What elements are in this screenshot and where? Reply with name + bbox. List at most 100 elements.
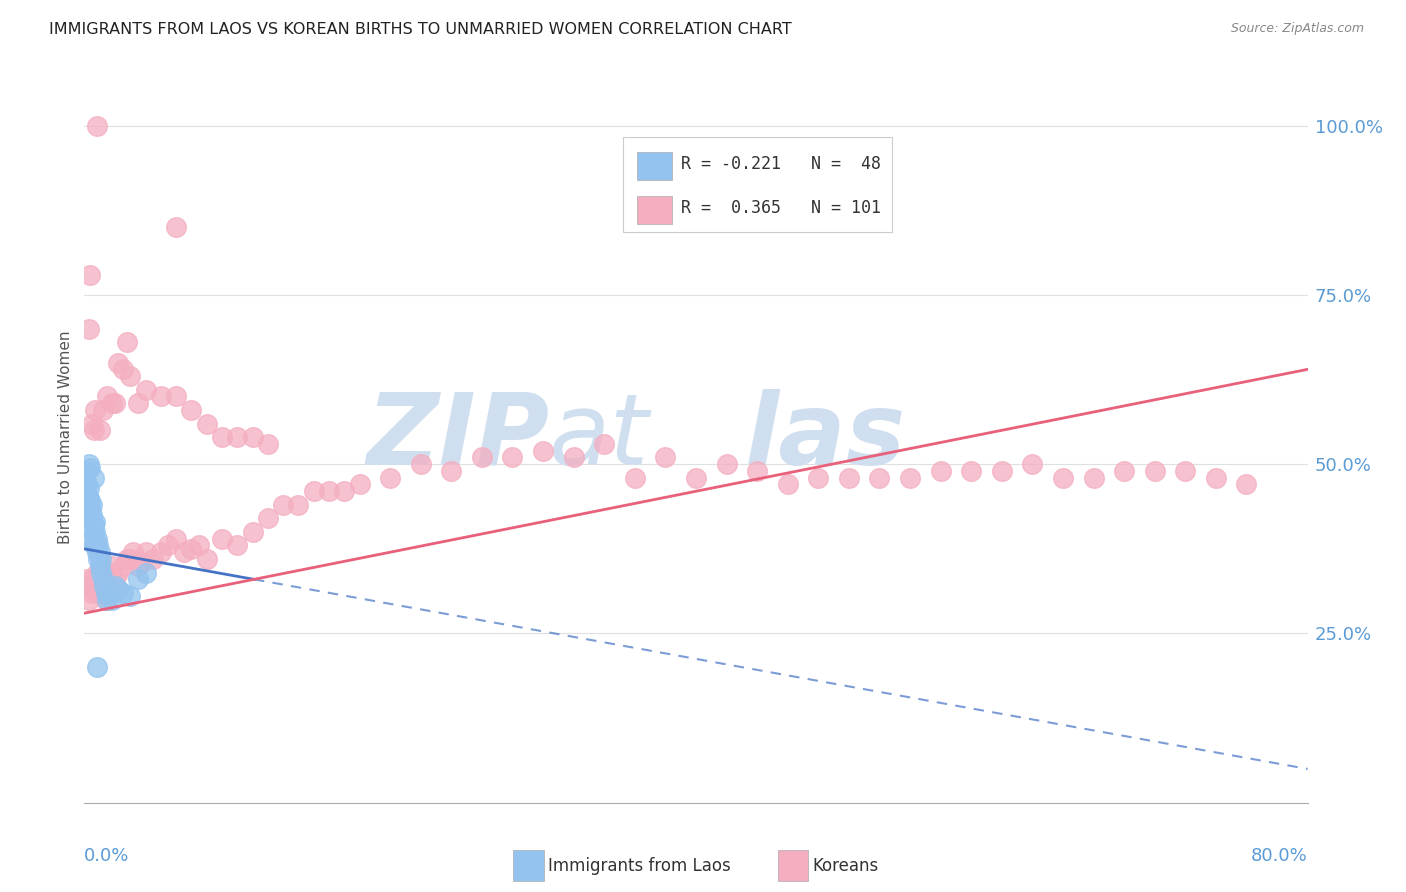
Point bbox=[807, 471, 830, 485]
Point bbox=[101, 558, 124, 573]
Point bbox=[188, 538, 211, 552]
Point bbox=[929, 464, 952, 478]
Point bbox=[76, 494, 98, 508]
Text: las: las bbox=[745, 389, 905, 485]
Text: R =  0.365   N = 101: R = 0.365 N = 101 bbox=[682, 199, 882, 217]
Point bbox=[115, 335, 138, 350]
Point bbox=[77, 511, 100, 525]
Point bbox=[409, 457, 432, 471]
Point bbox=[107, 566, 129, 580]
Text: ZIP: ZIP bbox=[366, 389, 550, 485]
Point bbox=[211, 430, 233, 444]
Point bbox=[80, 515, 103, 529]
Point bbox=[226, 538, 249, 552]
Point bbox=[562, 450, 585, 465]
Point bbox=[898, 471, 921, 485]
Point bbox=[104, 396, 127, 410]
Point bbox=[685, 471, 707, 485]
Point bbox=[86, 660, 108, 674]
Text: IMMIGRANTS FROM LAOS VS KOREAN BIRTHS TO UNMARRIED WOMEN CORRELATION CHART: IMMIGRANTS FROM LAOS VS KOREAN BIRTHS TO… bbox=[49, 22, 792, 37]
Point bbox=[80, 417, 103, 431]
Point bbox=[87, 552, 110, 566]
Point bbox=[93, 586, 115, 600]
Point bbox=[77, 457, 100, 471]
Text: Source: ZipAtlas.com: Source: ZipAtlas.com bbox=[1230, 22, 1364, 36]
Point bbox=[349, 477, 371, 491]
Point bbox=[77, 322, 100, 336]
Point bbox=[257, 511, 280, 525]
Point bbox=[122, 545, 145, 559]
Point bbox=[747, 464, 769, 478]
Point bbox=[135, 566, 157, 580]
Point bbox=[80, 508, 103, 522]
Point bbox=[165, 220, 187, 235]
Point bbox=[87, 538, 110, 552]
Bar bbox=[637, 153, 672, 180]
Point bbox=[157, 538, 180, 552]
Point bbox=[333, 484, 356, 499]
Point bbox=[165, 389, 187, 403]
Point bbox=[120, 369, 142, 384]
Point bbox=[94, 592, 117, 607]
Point bbox=[991, 464, 1014, 478]
Point bbox=[107, 582, 129, 597]
Point bbox=[97, 572, 120, 586]
Bar bbox=[637, 196, 672, 224]
Point bbox=[318, 484, 340, 499]
Point bbox=[80, 498, 103, 512]
Point bbox=[111, 362, 134, 376]
Point bbox=[77, 491, 100, 505]
Point bbox=[131, 555, 153, 569]
Point bbox=[90, 552, 112, 566]
Point bbox=[195, 552, 218, 566]
Point bbox=[1143, 464, 1166, 478]
Point bbox=[195, 417, 218, 431]
Point bbox=[242, 430, 264, 444]
Point bbox=[76, 488, 98, 502]
Text: at: at bbox=[550, 389, 650, 485]
Point bbox=[120, 552, 142, 566]
Point bbox=[77, 501, 100, 516]
Point bbox=[135, 383, 157, 397]
Point bbox=[287, 498, 309, 512]
Point bbox=[127, 396, 149, 410]
Point bbox=[104, 579, 127, 593]
Point bbox=[101, 592, 124, 607]
Text: 80.0%: 80.0% bbox=[1251, 847, 1308, 864]
Point bbox=[1052, 471, 1074, 485]
Point bbox=[111, 586, 134, 600]
Point bbox=[84, 515, 107, 529]
Point bbox=[79, 460, 101, 475]
FancyBboxPatch shape bbox=[623, 137, 891, 232]
Point bbox=[75, 498, 97, 512]
Point bbox=[135, 545, 157, 559]
Point bbox=[83, 528, 105, 542]
Y-axis label: Births to Unmarried Women: Births to Unmarried Women bbox=[58, 330, 73, 544]
Point bbox=[89, 558, 111, 573]
Point bbox=[149, 389, 172, 403]
Point bbox=[302, 484, 325, 499]
Point bbox=[90, 572, 112, 586]
Point bbox=[838, 471, 860, 485]
Point bbox=[127, 572, 149, 586]
Point bbox=[75, 484, 97, 499]
Point bbox=[97, 586, 120, 600]
Point bbox=[1236, 477, 1258, 491]
Point bbox=[94, 586, 117, 600]
Point bbox=[502, 450, 524, 465]
Point bbox=[180, 541, 202, 556]
Point bbox=[115, 552, 138, 566]
Point bbox=[120, 589, 142, 603]
Point bbox=[80, 521, 103, 535]
Point bbox=[84, 524, 107, 539]
Point bbox=[593, 437, 616, 451]
Point bbox=[107, 355, 129, 369]
Point bbox=[91, 566, 114, 580]
Point bbox=[89, 545, 111, 559]
Point bbox=[531, 443, 554, 458]
Point bbox=[98, 566, 121, 580]
Point bbox=[83, 582, 105, 597]
Point bbox=[86, 566, 108, 580]
Point bbox=[80, 532, 103, 546]
Point bbox=[226, 430, 249, 444]
